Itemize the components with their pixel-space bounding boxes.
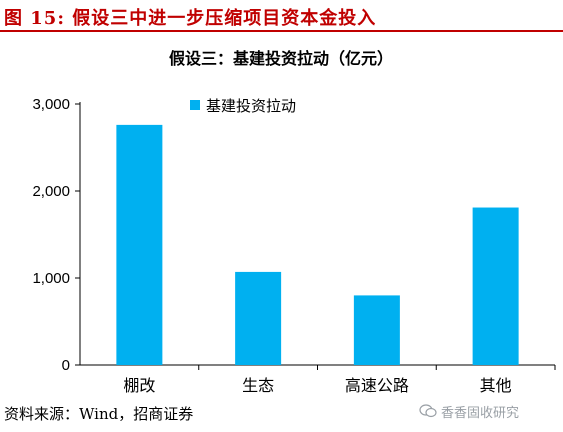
bar <box>116 124 163 365</box>
x-tick-label: 其他 <box>480 376 512 395</box>
x-tick-label: 高速公路 <box>345 376 409 395</box>
bar <box>472 207 519 365</box>
bar <box>235 271 282 365</box>
figure-header: 图 15: 假设三中进一步压缩项目资本金投入 <box>0 0 563 32</box>
watermark: 香香固收研究 <box>419 400 559 422</box>
source-note: 资料来源：Wind，招商证券 <box>4 405 194 423</box>
figure-title: 图 15: 假设三中进一步压缩项目资本金投入 <box>4 8 377 29</box>
y-tick-label: 3,000 <box>32 96 70 113</box>
x-tick-label: 生态 <box>242 376 274 395</box>
legend-label: 基建投资拉动 <box>206 97 296 115</box>
y-tick-label: 2,000 <box>32 183 70 200</box>
wechat-icon <box>419 404 437 418</box>
watermark-text: 香香固收研究 <box>441 405 520 421</box>
y-tick-label: 1,000 <box>32 270 70 287</box>
legend-swatch <box>190 100 200 110</box>
chart-title: 假设三：基建投资拉动（亿元） <box>169 49 393 68</box>
y-tick-label: 0 <box>62 357 70 374</box>
bar <box>353 295 400 365</box>
x-tick-label: 棚改 <box>123 376 155 395</box>
bar-chart: 假设三：基建投资拉动（亿元） 0 1,000 2,000 3,000 棚改 生态 高速公路 其他… <box>32 49 556 395</box>
